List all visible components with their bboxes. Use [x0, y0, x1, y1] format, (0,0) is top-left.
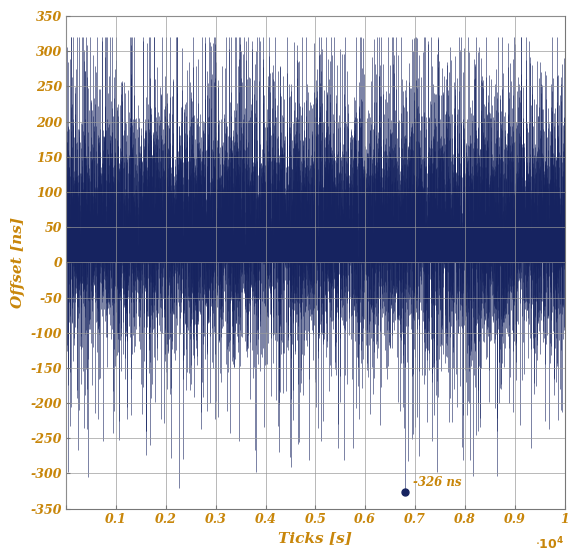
X-axis label: Ticks [s]: Ticks [s]: [278, 531, 353, 545]
Text: $\cdot\mathbf{10^4}$: $\cdot\mathbf{10^4}$: [535, 536, 564, 552]
Text: -326 ns: -326 ns: [412, 476, 461, 489]
Y-axis label: Offset [ns]: Offset [ns]: [11, 217, 25, 308]
